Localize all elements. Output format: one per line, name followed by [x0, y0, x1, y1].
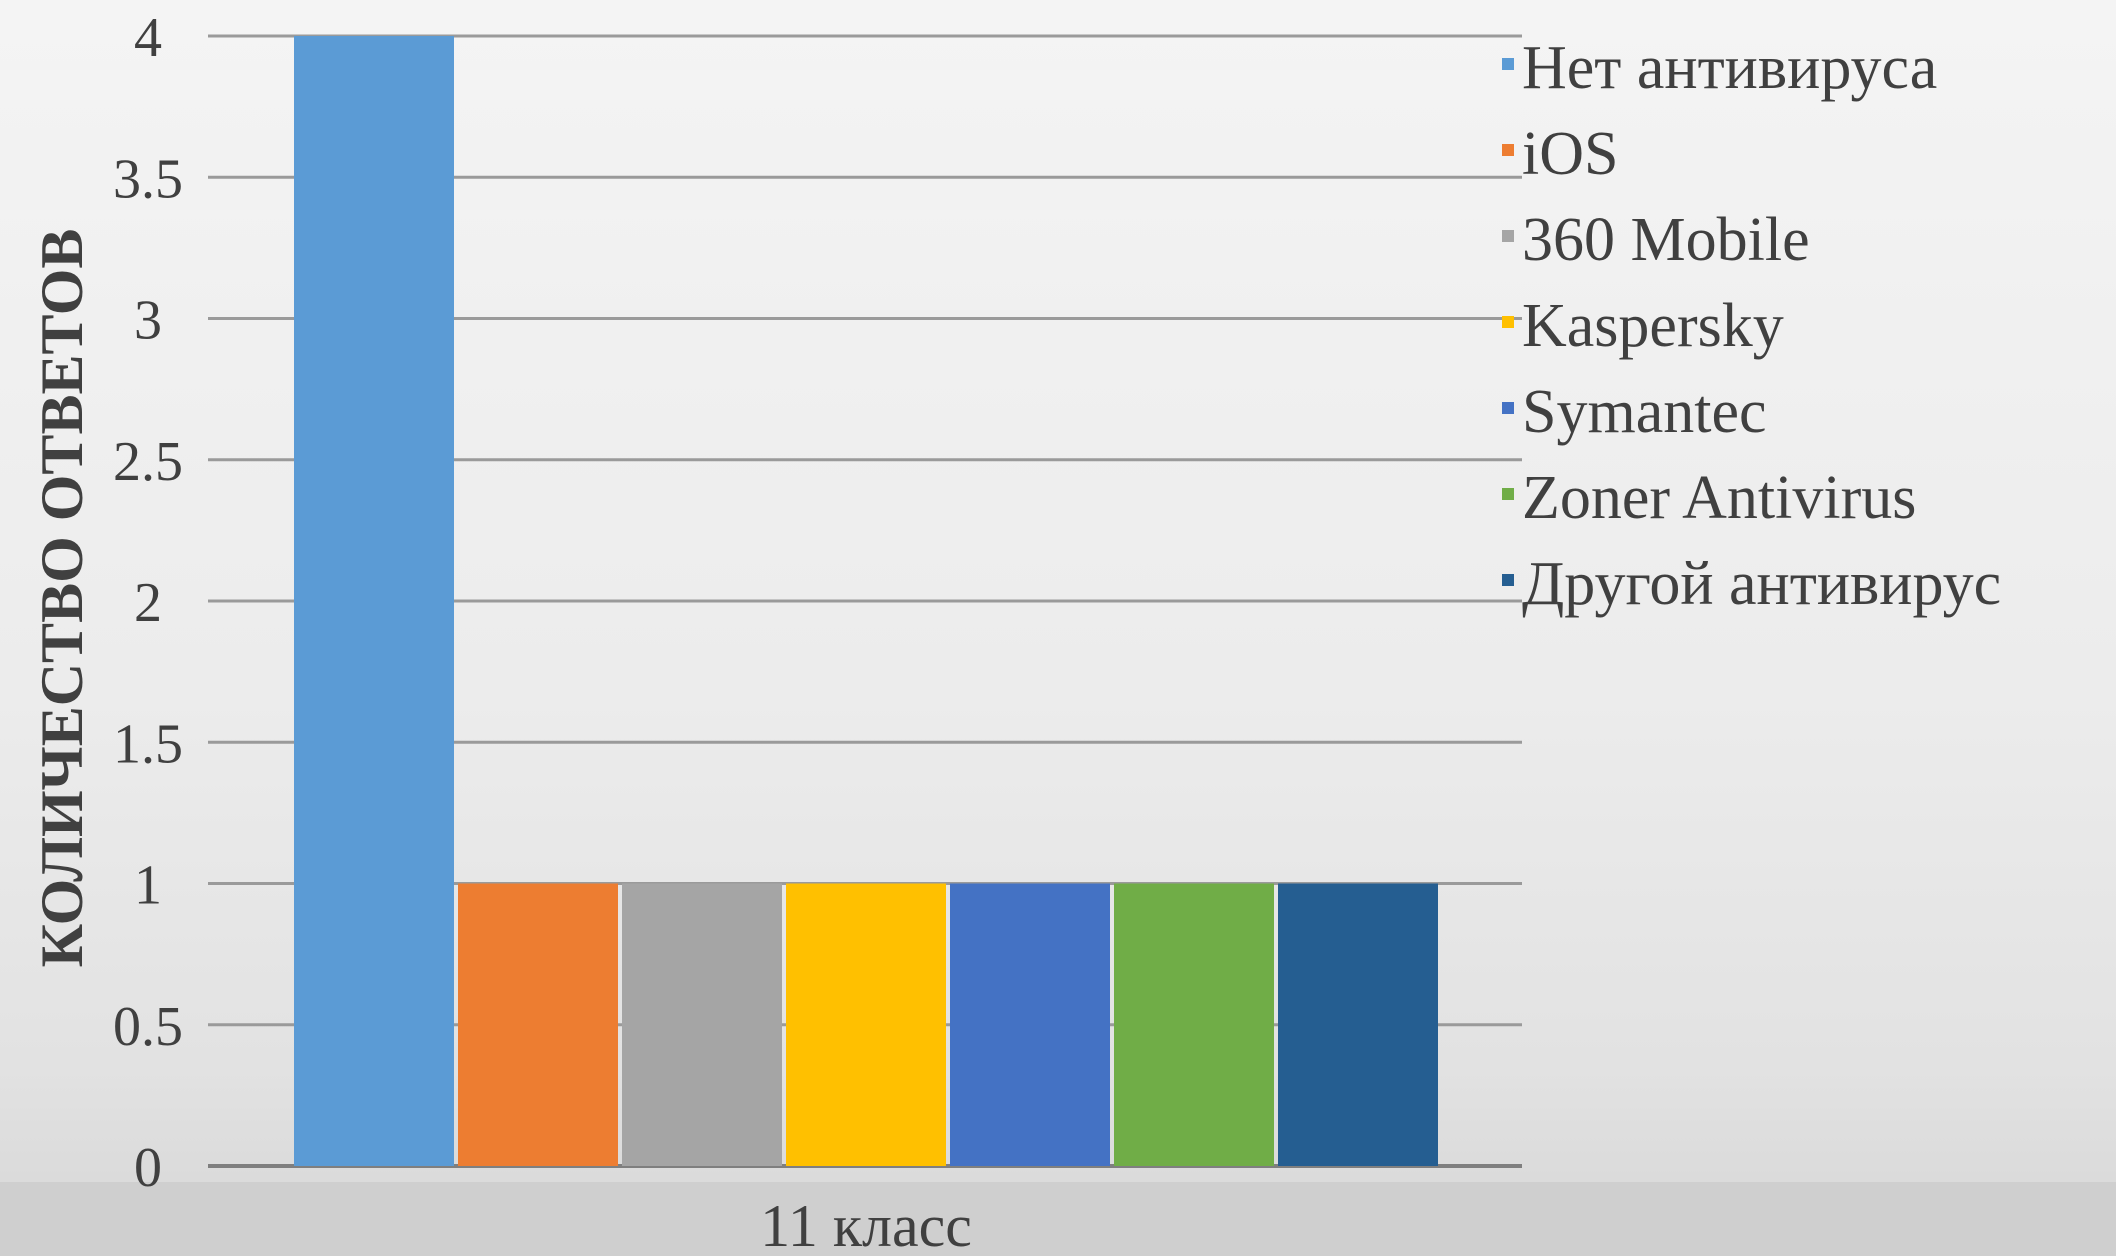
x-category-labels: 11 класс	[760, 1193, 972, 1256]
x-category-label: 11 класс	[760, 1193, 972, 1256]
bar-3	[622, 883, 782, 1166]
y-tick-label: 2	[134, 572, 162, 634]
legend-swatch	[1502, 230, 1514, 242]
y-tick-label: 3	[134, 290, 162, 352]
legend-swatch	[1502, 488, 1514, 500]
legend: Нет антивируса iOS 360 Mobile Kaspersky Syma…	[1502, 34, 2001, 618]
bar-4	[786, 883, 946, 1166]
y-tick-label: 3.5	[113, 148, 183, 210]
legend-swatch	[1502, 402, 1514, 414]
legend-swatch	[1502, 316, 1514, 328]
bars	[294, 36, 1438, 1166]
legend-label: 360 Mobile	[1522, 206, 1810, 274]
y-tick-label: 0	[134, 1137, 162, 1199]
legend-swatch	[1502, 574, 1514, 586]
legend-label: Другой антивирус	[1522, 550, 2001, 618]
y-axis-title: КОЛИЧЕСТВО ОТВЕТОВ	[29, 229, 95, 968]
legend-label: Kaspersky	[1522, 292, 1784, 360]
bar-2	[458, 883, 618, 1166]
y-tick-label: 1.5	[113, 713, 183, 775]
legend-label: Zoner Antivirus	[1522, 464, 1916, 532]
y-tick-label: 1	[134, 855, 162, 917]
y-tick-label: 2.5	[113, 431, 183, 493]
bar-5	[950, 883, 1110, 1166]
legend-swatch	[1502, 58, 1514, 70]
bar-7	[1278, 883, 1438, 1166]
legend-label: Нет антивируса	[1522, 34, 1937, 102]
legend-swatch	[1502, 144, 1514, 156]
bar-1	[294, 36, 454, 1166]
legend-label: Symantec	[1522, 378, 1767, 446]
y-tick-label: 0.5	[113, 996, 183, 1058]
footer-band	[0, 1182, 2116, 1256]
legend-label: iOS	[1522, 120, 1618, 188]
bar-6	[1114, 883, 1274, 1166]
y-tick-label: 4	[134, 7, 162, 69]
y-tick-labels: 0 0.5 1 1.5 2 2.5 3 3.5 4	[113, 7, 183, 1199]
